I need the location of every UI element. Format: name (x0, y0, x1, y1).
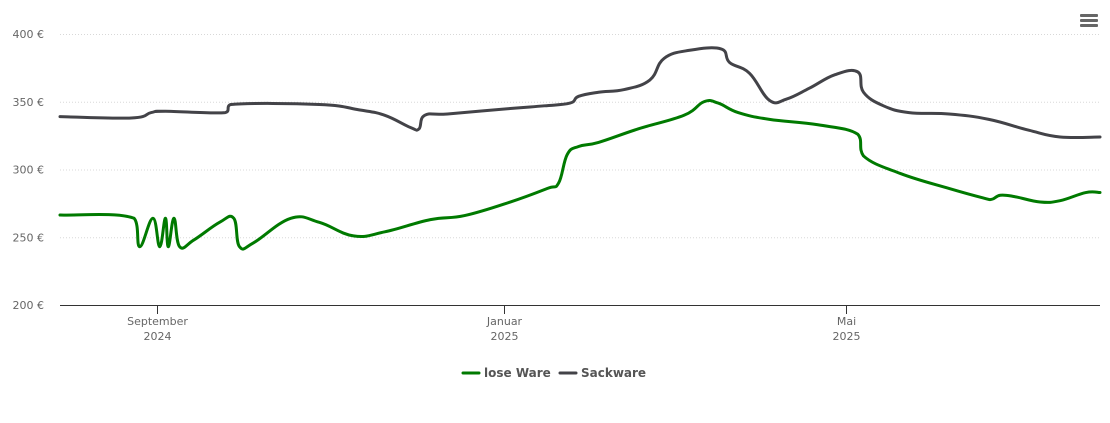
y-tick-label: 300 € (13, 164, 45, 177)
y-axis: 200 € 250 € 300 € 350 € 400 € (13, 28, 45, 312)
legend-label: lose Ware (484, 366, 551, 380)
x-tick-month: Januar (486, 315, 523, 328)
legend-item-lose-ware[interactable]: lose Ware (461, 366, 551, 380)
series-group (58, 46, 1102, 251)
x-tick-year: 2025 (491, 330, 519, 343)
hamburger-menu-icon (1078, 14, 1100, 27)
legend: lose Ware Sackware (461, 366, 646, 380)
y-tick-label: 200 € (13, 299, 45, 312)
legend-item-sackware[interactable]: Sackware (558, 366, 646, 380)
y-tick-label: 400 € (13, 28, 45, 41)
x-axis: September 2024 Januar 2025 Mai 2025 (60, 305, 1100, 343)
x-tick-month: Mai (837, 315, 856, 328)
y-tick-label: 250 € (13, 231, 45, 244)
x-tick-year: 2025 (833, 330, 861, 343)
series-line (58, 99, 1102, 251)
series-lose-ware (58, 99, 1102, 251)
series-sackware (58, 46, 1102, 140)
series-line (58, 46, 1102, 140)
x-tick-month: September (127, 315, 188, 328)
chart-context-menu-button[interactable] (1078, 12, 1100, 32)
x-tick-year: 2024 (144, 330, 172, 343)
grid-lines (60, 34, 1100, 239)
y-tick-label: 350 € (13, 96, 45, 109)
legend-label: Sackware (581, 366, 646, 380)
